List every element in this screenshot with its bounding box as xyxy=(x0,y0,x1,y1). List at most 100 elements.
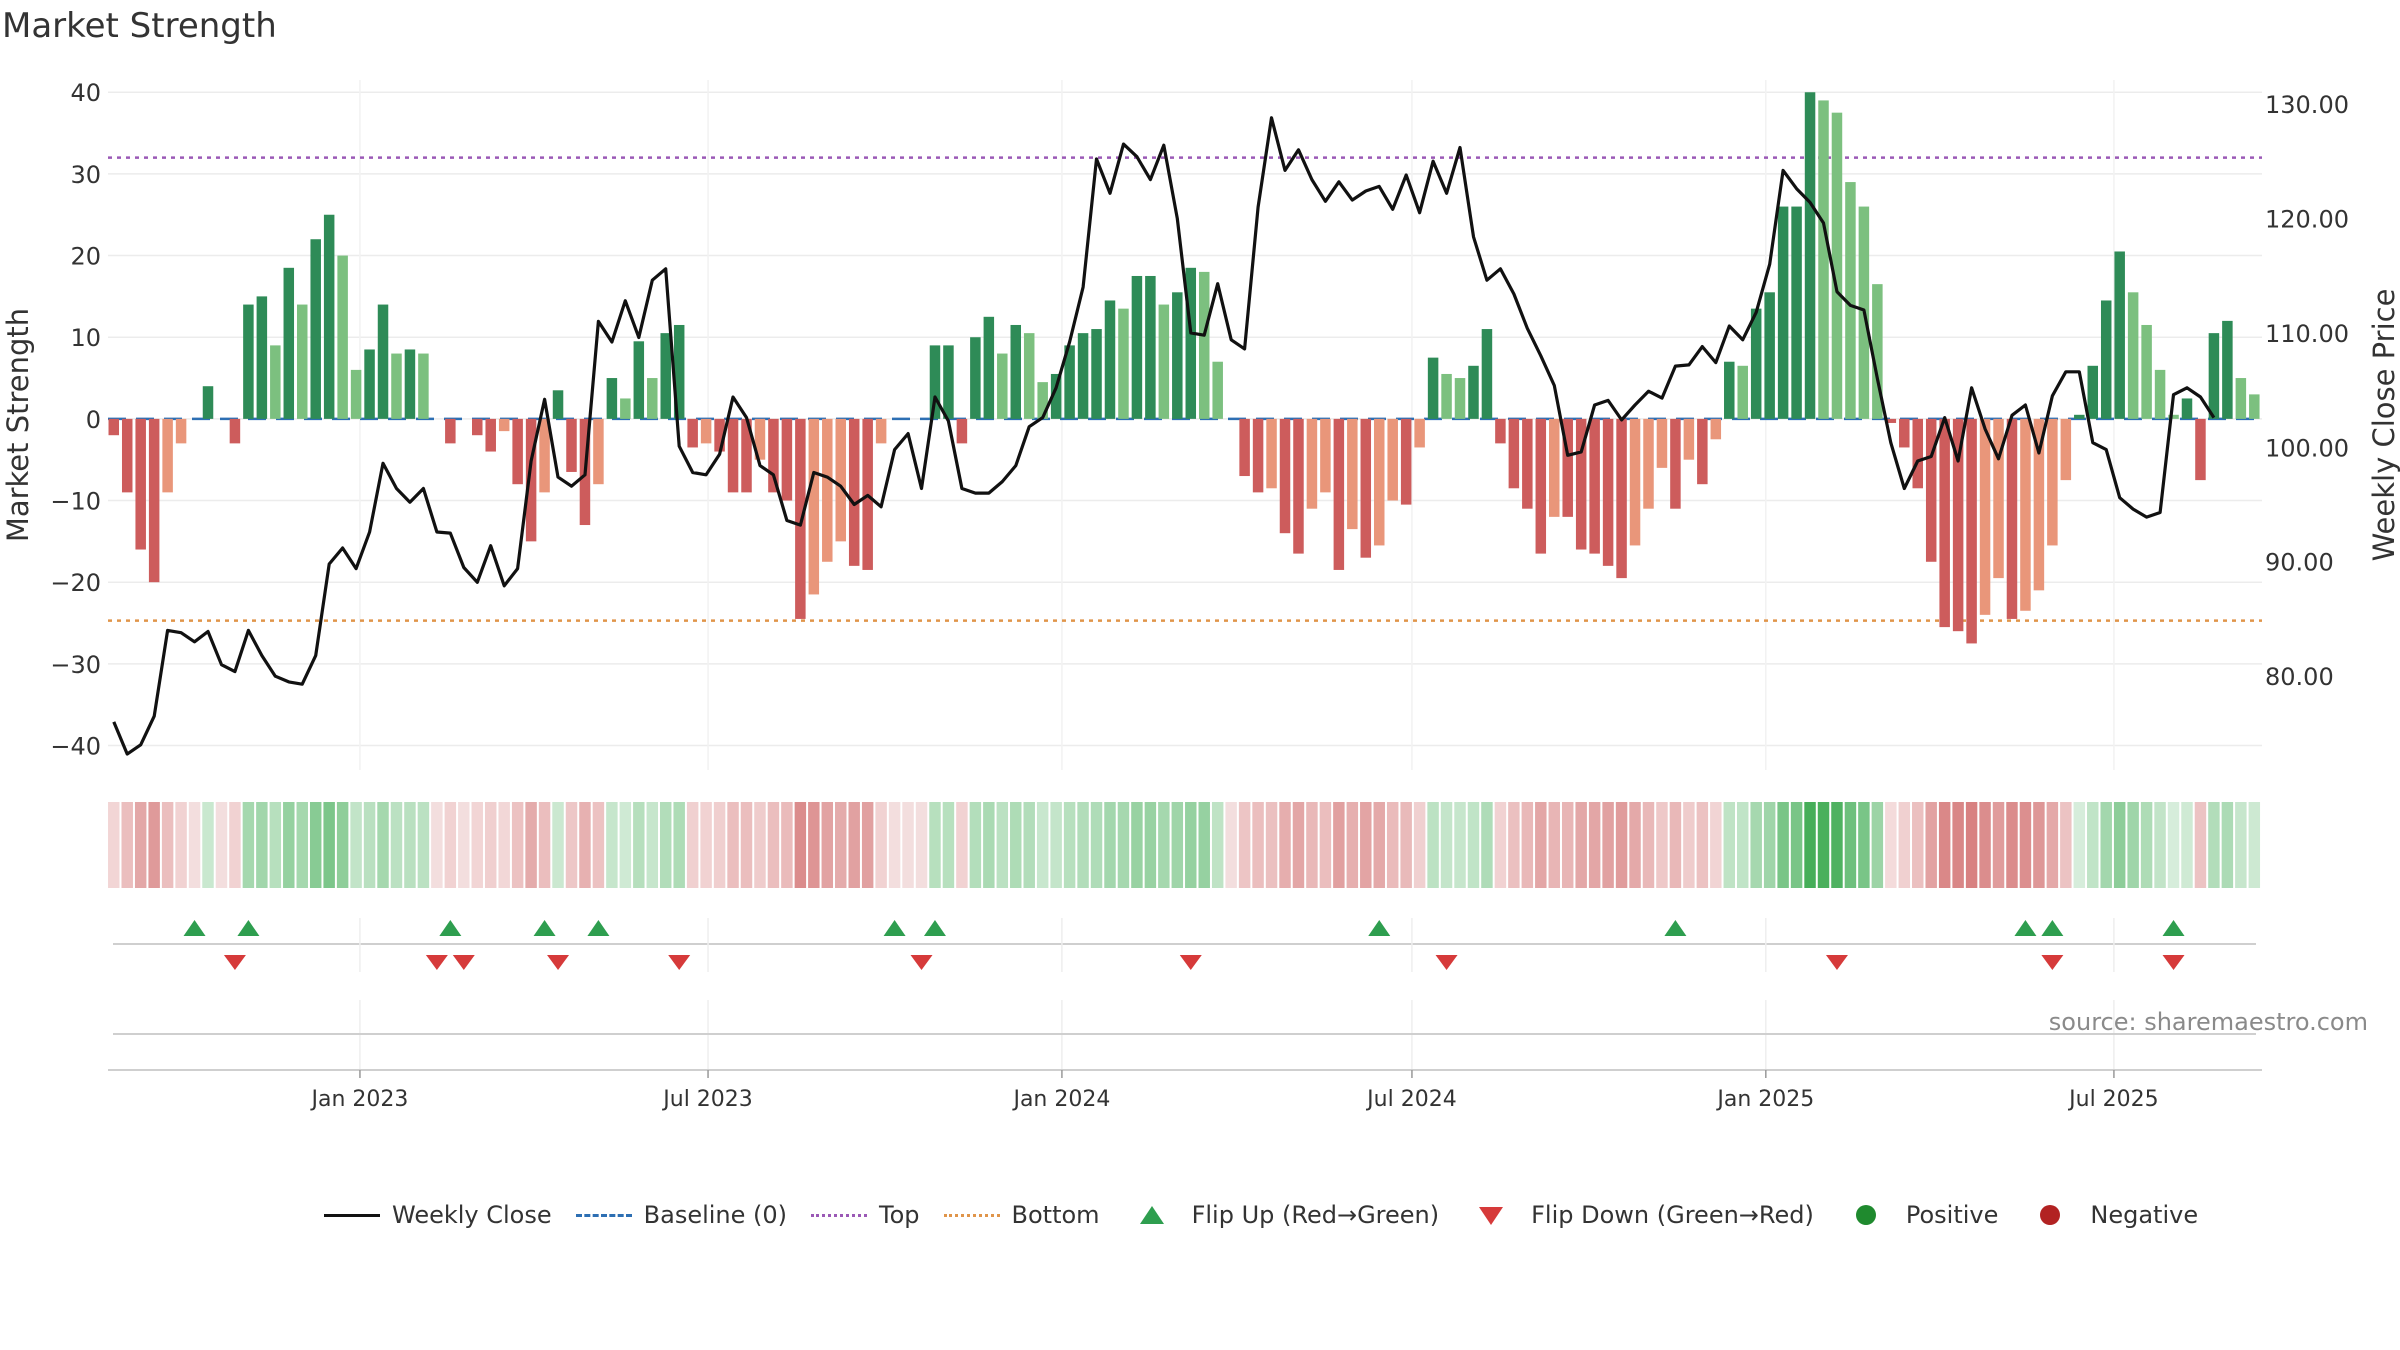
heat-cell xyxy=(1548,802,1560,888)
strength-bar xyxy=(754,418,766,460)
heat-cell xyxy=(1790,802,1803,888)
heat-cell xyxy=(2221,802,2234,888)
strength-bar xyxy=(2033,418,2045,591)
strength-bar xyxy=(162,418,173,493)
strength-bar xyxy=(673,324,685,419)
heat-cell xyxy=(1386,802,1399,888)
y2-tick-label: 110.00 xyxy=(2265,320,2349,348)
strength-bar xyxy=(1481,329,1493,419)
strength-bar xyxy=(310,239,321,419)
heat-cell xyxy=(242,802,255,888)
strength-bar xyxy=(1724,361,1735,419)
heat-cell xyxy=(1063,802,1076,888)
y2-axis-title: Weekly Close Price xyxy=(2367,289,2400,562)
flip-down-marker xyxy=(1825,955,1848,970)
heat-cell xyxy=(363,802,376,888)
heat-cell xyxy=(484,802,497,888)
heat-cell xyxy=(404,802,416,888)
legend-item-weekly-close: Weekly Close xyxy=(322,1200,552,1230)
heat-cell xyxy=(1952,802,1964,888)
strength-bar xyxy=(539,418,550,493)
strength-bar xyxy=(566,418,577,472)
heat-cell xyxy=(1238,802,1251,888)
flip-down-marker xyxy=(2162,955,2185,970)
strength-bar xyxy=(1252,418,1264,493)
strength-bar xyxy=(1064,345,1075,419)
strength-bar xyxy=(808,418,820,595)
strength-bar xyxy=(1899,418,1910,448)
strength-bar xyxy=(943,345,954,419)
heat-cell xyxy=(1440,802,1453,888)
strength-bar xyxy=(1589,418,1600,554)
heat-cell xyxy=(1925,802,1937,888)
flip-up-marker xyxy=(237,920,260,936)
heat-cell xyxy=(2140,802,2153,888)
strength-bar xyxy=(1400,418,1412,505)
axes: 40 30 20 10 0 −10 −20 −30 −40 130.00 120.00 110.00 1… xyxy=(1,79,2400,760)
flip-down-marker xyxy=(223,955,246,970)
heat-cell xyxy=(390,802,403,888)
heat-cell xyxy=(1306,802,1318,888)
heat-cell xyxy=(1279,802,1291,888)
x-tick-label: Jan 2024 xyxy=(1011,1087,1110,1112)
strength-bar xyxy=(364,349,375,419)
legend-label: Top xyxy=(879,1201,920,1229)
heat-cell xyxy=(2127,802,2139,888)
strength-bar xyxy=(2181,398,2193,419)
strength-bar xyxy=(1158,304,1170,419)
heat-cell xyxy=(269,802,282,888)
strength-bar xyxy=(1804,92,1816,419)
triangle-up-icon xyxy=(1122,1200,1182,1230)
heat-cell xyxy=(1010,802,1022,888)
strength-bar xyxy=(1939,418,1950,628)
strength-bar xyxy=(229,418,241,444)
flip-up-marker xyxy=(2041,920,2064,936)
heat-cell xyxy=(215,802,228,888)
strength-bar xyxy=(2141,324,2152,419)
legend-label: Baseline (0) xyxy=(643,1201,788,1229)
strength-bar xyxy=(1683,418,1695,460)
heat-cell xyxy=(1185,802,1197,888)
heat-cell xyxy=(875,802,887,888)
flip-up-marker xyxy=(183,920,206,936)
heat-cell xyxy=(323,802,335,888)
heat-cell xyxy=(283,802,295,888)
heat-cell xyxy=(1508,802,1520,888)
strength-bar xyxy=(970,337,981,419)
heat-cell xyxy=(2194,802,2207,888)
heat-cell xyxy=(2154,802,2166,888)
heat-cell xyxy=(2046,802,2059,888)
strength-bar xyxy=(1966,418,1977,644)
heat-cell xyxy=(1131,802,1143,888)
heat-cell xyxy=(1427,802,1439,888)
strength-bar xyxy=(1023,333,1035,419)
heat-cell xyxy=(1481,802,1493,888)
y-axis-title: Market Strength xyxy=(1,308,35,542)
heat-cell xyxy=(1965,802,1978,888)
strength-bar xyxy=(108,418,120,436)
heat-cell xyxy=(202,802,214,888)
flip-down-marker xyxy=(910,955,933,970)
heat-cell xyxy=(821,802,834,888)
strength-bar xyxy=(1077,333,1089,419)
heat-cell xyxy=(1737,802,1749,888)
heat-cell xyxy=(1750,802,1762,888)
heat-cell xyxy=(1588,802,1601,888)
heat-cell xyxy=(1319,802,1332,888)
heat-cell xyxy=(1454,802,1466,888)
strength-bar xyxy=(647,378,658,419)
flip-down-marker xyxy=(547,955,570,970)
strength-bar xyxy=(1050,373,1062,419)
heat-cell xyxy=(1656,802,1668,888)
strength-bar xyxy=(391,353,402,419)
heat-cell xyxy=(2019,802,2032,888)
flip-up-marker xyxy=(2162,920,2185,936)
legend-item-top: Top xyxy=(809,1200,920,1230)
heat-cell xyxy=(1400,802,1412,888)
strength-bar xyxy=(283,267,295,419)
legend-label: Weekly Close xyxy=(392,1201,552,1229)
strength-bar xyxy=(1522,418,1533,509)
y-tick-label: −20 xyxy=(50,569,101,597)
flip-down-marker xyxy=(425,955,448,970)
heat-cell xyxy=(1844,802,1857,888)
